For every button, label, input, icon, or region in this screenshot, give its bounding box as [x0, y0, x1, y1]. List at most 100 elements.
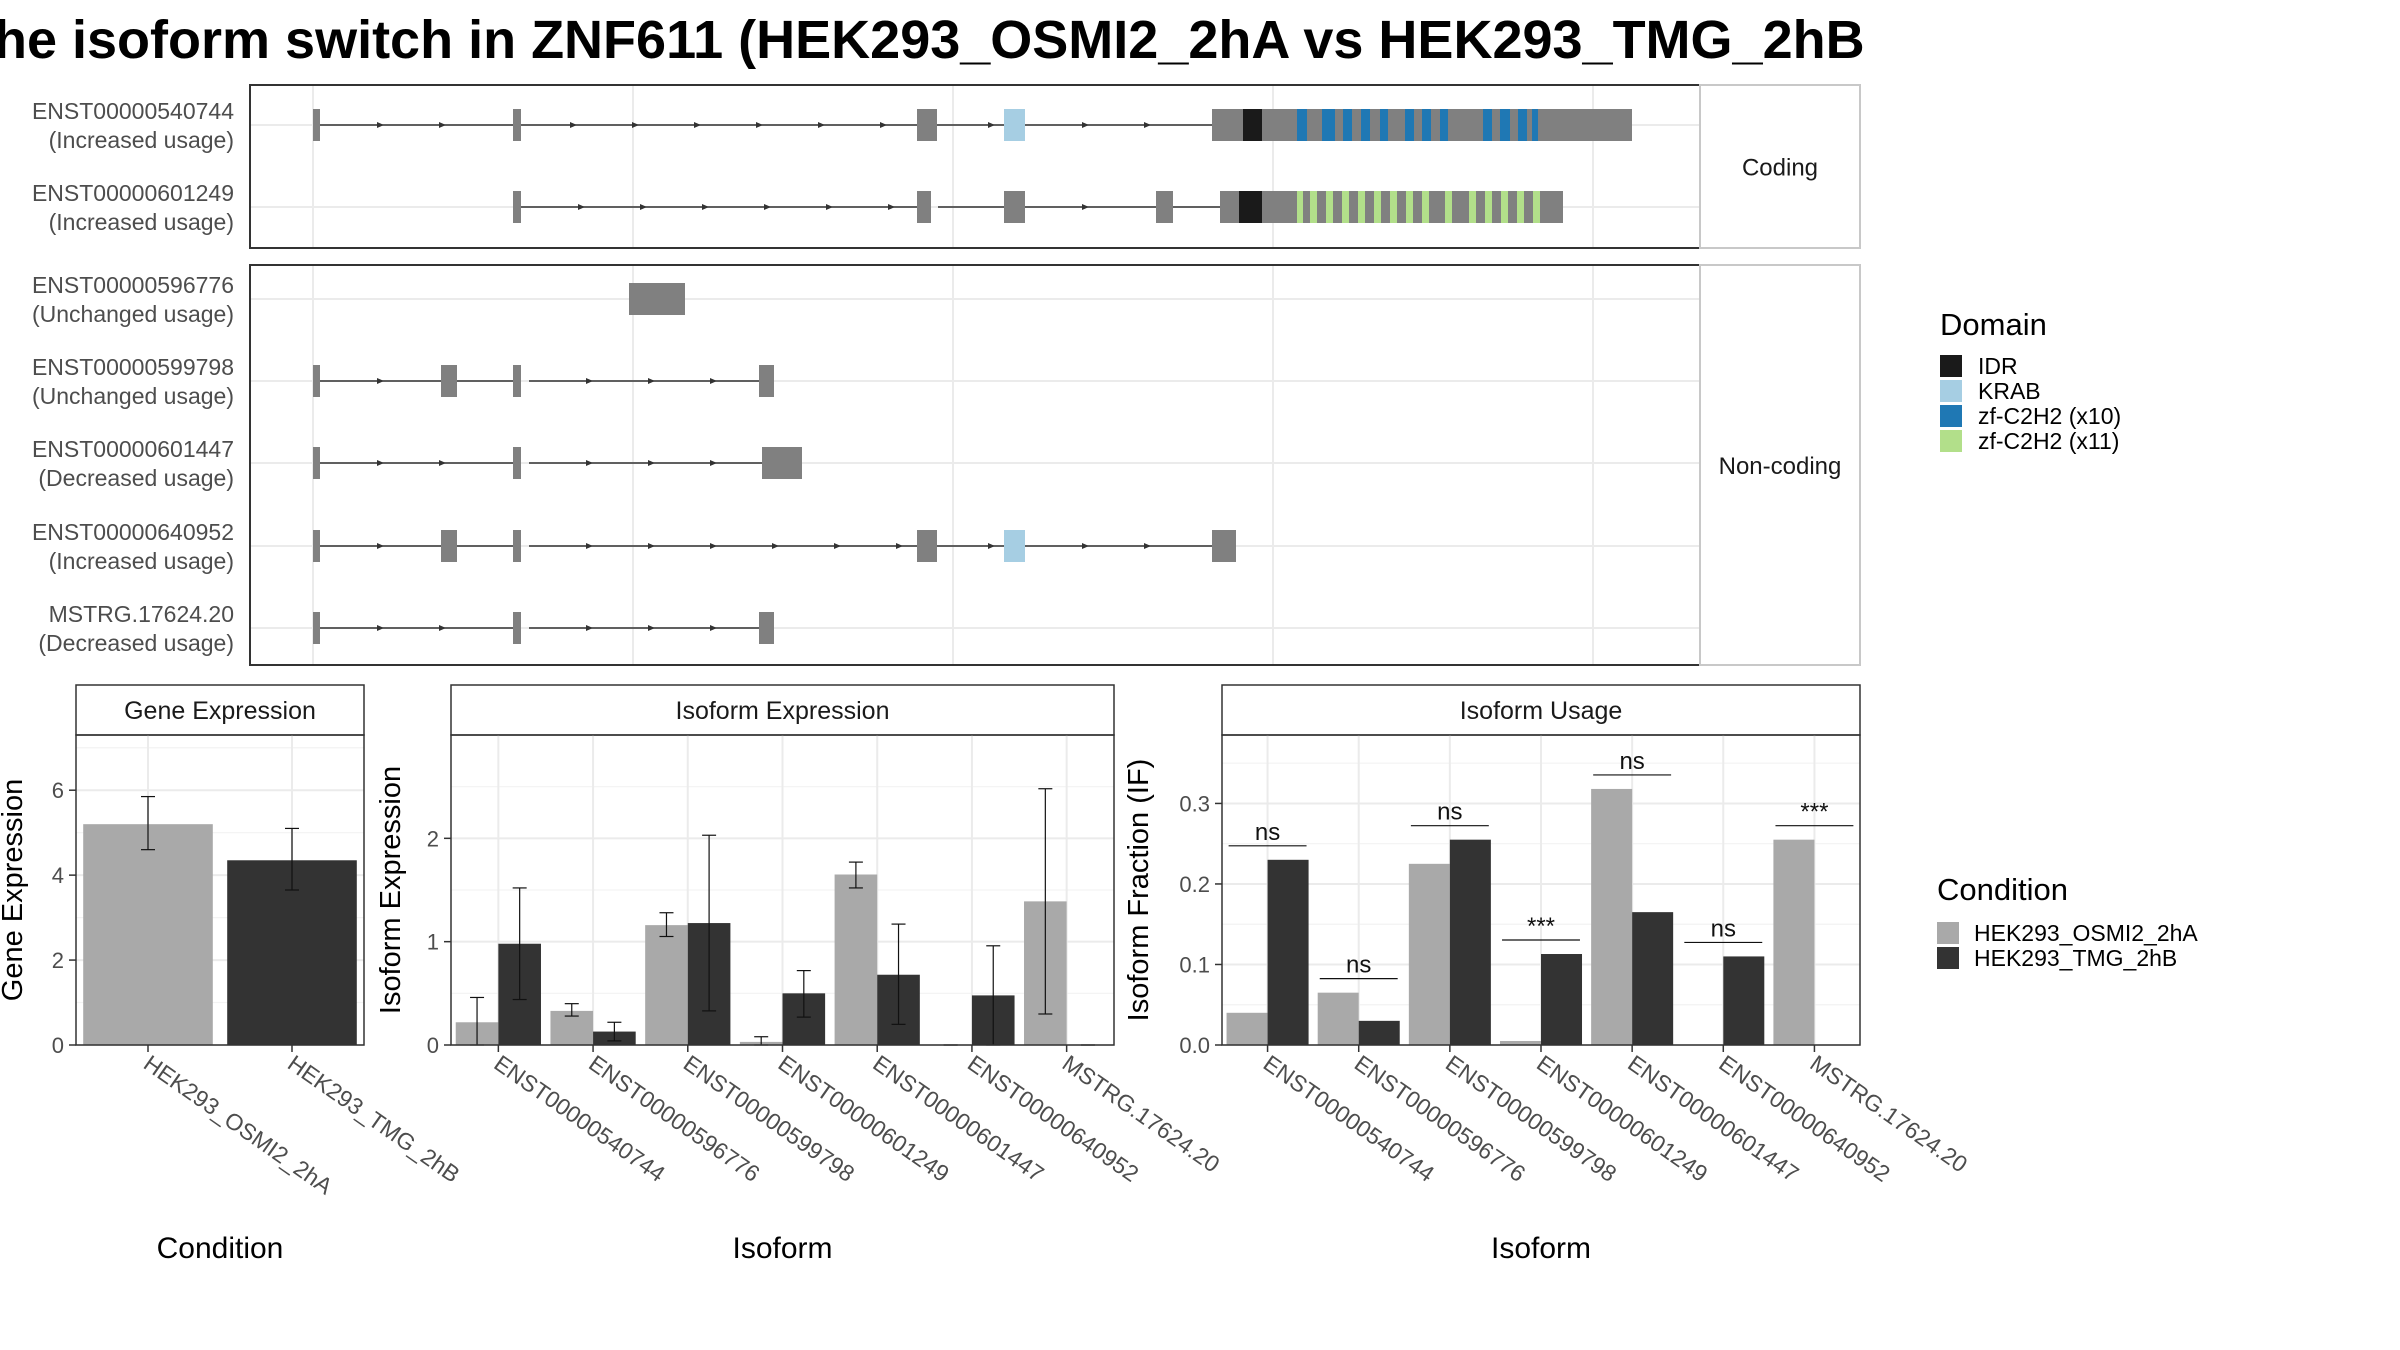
domain-block — [1532, 109, 1538, 141]
domain-block — [1380, 109, 1388, 141]
y-tick-label: 1 — [427, 930, 439, 955]
intron-arrow — [578, 204, 585, 210]
intron-arrow — [694, 122, 701, 128]
intron-arrow — [988, 122, 995, 128]
transcript-id-label: ENST00000601249 — [32, 180, 234, 206]
y-tick-label: 2 — [427, 826, 439, 851]
y-tick-label: 6 — [52, 778, 64, 803]
domain-legend-label: zf-C2H2 (x11) — [1978, 428, 2119, 454]
significance-label: ns — [1619, 748, 1644, 775]
transcript-id-label: ENST00000596776 — [32, 272, 234, 298]
exon-block — [759, 365, 774, 397]
significance-label: ns — [1346, 952, 1371, 979]
bar — [227, 860, 357, 1045]
bar — [1267, 859, 1309, 1045]
panel-strip — [75, 684, 365, 736]
exon-block — [513, 612, 521, 644]
domain-block — [1500, 109, 1510, 141]
domain-block — [1485, 191, 1492, 223]
significance-label: ns — [1255, 819, 1280, 846]
transcript-usage-label: (Decreased usage) — [38, 465, 234, 491]
intron-arrow — [710, 378, 717, 384]
exon-block — [1234, 191, 1544, 223]
exon-block — [924, 109, 937, 141]
y-tick-label: 0.3 — [1179, 791, 1210, 816]
domain-block — [1406, 191, 1413, 223]
intron-arrow — [648, 625, 655, 631]
x-tick-label: ENST00000540744 — [489, 1050, 670, 1187]
bar — [1591, 788, 1633, 1045]
transcript-id-label: ENST00000601447 — [32, 436, 234, 462]
domain-legend-title: Domain — [1940, 307, 2047, 342]
intron-arrow — [377, 625, 384, 631]
intron-arrow — [772, 543, 779, 549]
facet-strip-label: Non-coding — [1719, 453, 1842, 480]
exon-block — [759, 612, 774, 644]
y-tick-label: 0 — [52, 1033, 64, 1058]
intron-arrow — [826, 204, 833, 210]
y-tick-label: 0.1 — [1179, 952, 1210, 977]
facet-strip — [1699, 264, 1861, 666]
exon-block — [513, 530, 521, 562]
panel-title: Isoform Usage — [1460, 697, 1623, 725]
domain-block — [1422, 109, 1431, 141]
structure-panel-border — [249, 264, 1701, 666]
exon-block — [917, 191, 931, 223]
intron-arrow — [896, 543, 903, 549]
intron-arrow — [818, 122, 825, 128]
domain-block — [1326, 191, 1333, 223]
bar — [834, 874, 878, 1045]
condition-legend-title: Condition — [1937, 872, 2068, 907]
significance-label: ns — [1711, 915, 1736, 942]
intron-arrow — [764, 204, 771, 210]
x-tick-label: ENST00000601447 — [1623, 1050, 1803, 1187]
domain-block — [1445, 191, 1452, 223]
intron-arrow — [880, 122, 887, 128]
intron-arrow — [1082, 204, 1089, 210]
x-tick-label: ENST00000599798 — [1441, 1050, 1621, 1187]
transcript-id-label: ENST00000540744 — [32, 98, 234, 124]
bar — [1226, 1012, 1268, 1045]
intron-arrow — [648, 460, 655, 466]
domain-block — [1422, 191, 1429, 223]
exon-block — [513, 447, 521, 479]
domain-block — [1322, 109, 1335, 141]
x-tick-label: ENST00000599798 — [679, 1050, 859, 1187]
exon-block — [1156, 191, 1173, 223]
domain-legend-key — [1940, 430, 1962, 452]
transcript-usage-label: (Unchanged usage) — [32, 301, 234, 327]
transcript-id-label: ENST00000640952 — [32, 519, 234, 545]
intron-arrow — [439, 460, 446, 466]
exon-block — [313, 612, 320, 644]
exon-block — [513, 191, 521, 223]
domain-block — [1405, 109, 1414, 141]
bar — [1408, 863, 1450, 1045]
significance-label: *** — [1527, 913, 1555, 940]
exon-block — [513, 109, 521, 141]
intron-arrow — [834, 543, 841, 549]
x-tick-label: ENST00000640952 — [1714, 1050, 1894, 1187]
intron-arrow — [756, 122, 763, 128]
x-tick-label: ENST00000596776 — [1350, 1050, 1530, 1187]
exon-block — [441, 530, 457, 562]
transcript-id-label: MSTRG.17624.20 — [49, 601, 234, 627]
domain-legend-label: IDR — [1978, 353, 2018, 379]
y-tick-label: 0 — [427, 1033, 439, 1058]
x-axis-label: Isoform — [1491, 1232, 1591, 1265]
domain-block — [1361, 109, 1370, 141]
intron-arrow — [377, 378, 384, 384]
exon-block — [924, 530, 937, 562]
condition-legend-label: HEK293_OSMI2_2hA — [1974, 920, 2198, 946]
bar — [1449, 839, 1491, 1045]
intron-arrow — [586, 625, 593, 631]
exon-block — [1220, 191, 1234, 223]
transcript-usage-label: (Decreased usage) — [38, 630, 234, 656]
bar — [645, 925, 688, 1045]
y-axis-label: Isoform Expression — [375, 766, 407, 1014]
domain-block — [1239, 191, 1262, 223]
bar — [1317, 992, 1359, 1045]
domain-block — [1297, 109, 1307, 141]
x-tick-label: ENST00000601249 — [774, 1050, 954, 1187]
intron-arrow — [586, 460, 593, 466]
facet-strip — [1699, 84, 1861, 249]
